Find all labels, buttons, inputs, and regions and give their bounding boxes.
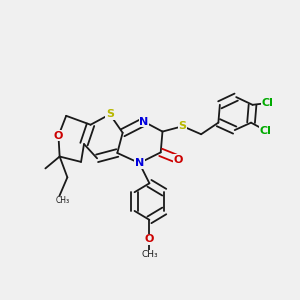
Text: N: N	[140, 117, 149, 127]
Text: CH₃: CH₃	[141, 250, 158, 259]
Text: N: N	[135, 158, 144, 168]
Text: O: O	[54, 131, 63, 141]
Text: CH₃: CH₃	[55, 196, 69, 205]
Text: O: O	[174, 154, 183, 164]
Text: O: O	[145, 234, 154, 244]
Text: S: S	[179, 121, 187, 131]
Text: Cl: Cl	[262, 98, 273, 108]
Text: Cl: Cl	[260, 126, 272, 136]
Text: S: S	[106, 109, 114, 119]
